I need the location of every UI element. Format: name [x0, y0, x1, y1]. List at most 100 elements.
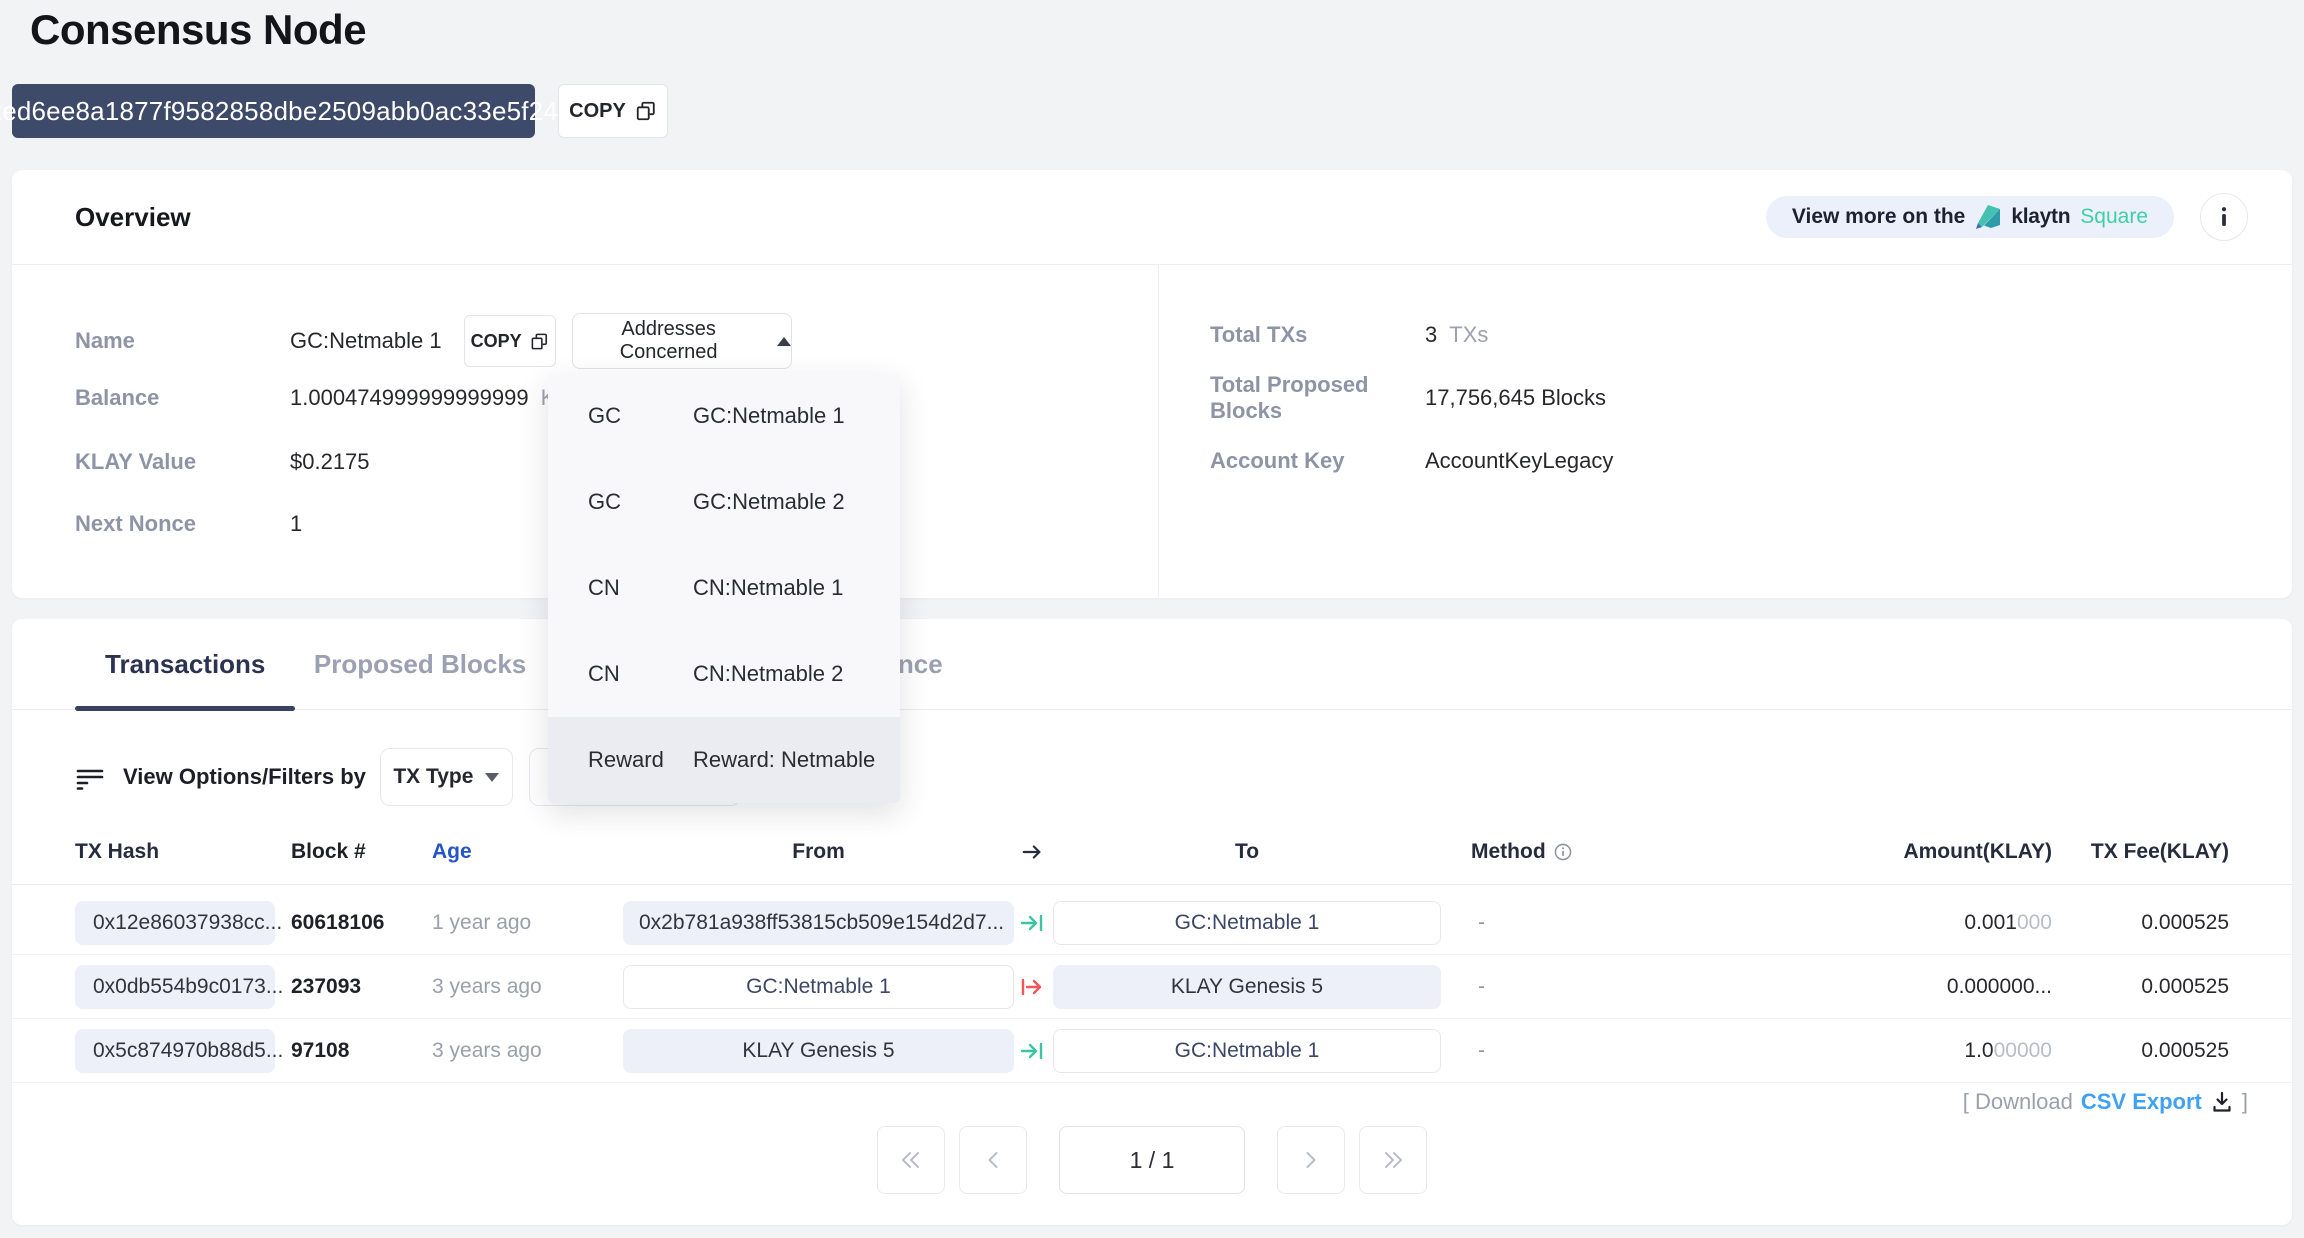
last-page-button[interactable]: [1359, 1126, 1427, 1194]
age-value: 3 years ago: [432, 1038, 542, 1062]
square-brand-text: Square: [2080, 205, 2148, 228]
dropdown-item-type: GC: [588, 403, 621, 428]
addresses-concerned-dropdown-button[interactable]: Addresses Concerned: [571, 313, 792, 369]
dropdown-item[interactable]: GC GC:Netmable 1: [548, 373, 900, 459]
tab-proposed-blocks-label: Proposed Blocks: [313, 649, 527, 679]
amount-value: 1.0 00000: [1681, 1039, 2052, 1063]
block-number-link[interactable]: 97108: [291, 1038, 350, 1062]
from-address-link[interactable]: KLAY Genesis 5: [623, 1028, 1014, 1073]
double-chevron-left-icon: [902, 1152, 919, 1168]
prev-page-button[interactable]: [959, 1126, 1027, 1194]
klaytn-brand-text: klaytn: [2011, 205, 2071, 228]
info-icon: [2221, 207, 2227, 226]
header-method: Method: [1441, 840, 1681, 864]
header-direction: [1014, 841, 1049, 863]
balance-label: Balance: [75, 385, 160, 410]
direction-in-icon: [1020, 914, 1042, 931]
filter-title: View Options/Filters by: [123, 764, 366, 789]
tx-hash-link[interactable]: 0x12e86037938cc...: [75, 900, 282, 945]
csv-suffix: ]: [2241, 1089, 2248, 1114]
dropdown-item[interactable]: CN CN:Netmable 1: [548, 545, 900, 631]
name-label: Name: [75, 328, 135, 353]
field-balance: Balance 1.000474999999999999 KLAY: [75, 383, 595, 413]
field-name: Name GC:Netmable 1 COPY Addresses Concer…: [75, 311, 792, 371]
tab-proposed-blocks[interactable]: Proposed Blocks: [314, 619, 526, 710]
tab-transactions[interactable]: Transactions: [75, 619, 296, 711]
dropdown-item[interactable]: GC GC:Netmable 2: [548, 459, 900, 545]
balance-value: 1.000474999999999999: [290, 385, 529, 410]
field-klay-value: KLAY Value $0.2175: [75, 447, 370, 477]
field-total-proposed-blocks: Total Proposed Blocks 17,756,645 Blocks: [1210, 372, 1607, 423]
dropdown-item-name: CN:Netmable 1: [693, 575, 844, 600]
from-address-link[interactable]: GC:Netmable 1: [623, 964, 1014, 1009]
copy-address-button[interactable]: COPY: [558, 84, 668, 138]
account-key-label: Account Key: [1210, 448, 1345, 473]
from-address-link[interactable]: 0x2b781a938ff53815cb509e154d2d7...: [623, 900, 1014, 945]
age-value: 3 years ago: [432, 974, 542, 998]
arrow-right-icon: [1022, 844, 1040, 859]
node-address: 0xed6ee8a1877f9582858dbe2509abb0ac33e5f2…: [0, 95, 573, 126]
fee-value: 0.000525: [2141, 1038, 2229, 1062]
amount-main: 0.001: [1964, 910, 2017, 934]
field-next-nonce: Next Nonce 1: [75, 509, 302, 539]
amount-main: 1.0: [1964, 1038, 1994, 1062]
copy-name-button[interactable]: COPY: [463, 315, 556, 367]
dropdown-item-name: Reward: Netmable: [693, 747, 876, 772]
csv-export-row: [ Download CSV Export ]: [1963, 1089, 2248, 1115]
direction-cell: [1014, 975, 1049, 999]
header-age[interactable]: Age: [432, 839, 472, 863]
direction-cell: [1014, 911, 1049, 935]
to-address-link[interactable]: GC:Netmable 1: [1053, 900, 1441, 945]
account-key-value: AccountKeyLegacy: [1425, 448, 1614, 473]
dropdown-item-type: GC: [588, 489, 621, 514]
tx-hash-link[interactable]: 0x5c874970b88d5...: [75, 1028, 283, 1073]
table-row: 0x0db554b9c0173... 237093 3 years ago GC…: [12, 955, 2292, 1019]
info-button[interactable]: [2200, 193, 2248, 241]
method-info-icon: [1554, 843, 1571, 860]
direction-cell: [1014, 1039, 1049, 1063]
direction-out-icon: [1021, 978, 1041, 995]
overview-title: Overview: [75, 201, 191, 232]
dropdown-item-type: CN: [588, 661, 620, 686]
total-txs-label: Total TXs: [1210, 322, 1308, 347]
dropdown-item-name: GC:Netmable 2: [693, 489, 845, 514]
overview-header: Overview View more on the klaytn Square: [12, 170, 2292, 265]
dropdown-item[interactable]: Reward Reward: Netmable: [548, 717, 900, 803]
chevron-left-icon: [988, 1152, 998, 1168]
to-address-link[interactable]: KLAY Genesis 5: [1053, 964, 1441, 1009]
klaytn-logo-icon: [1976, 205, 2001, 229]
header-to: To: [1234, 839, 1260, 863]
addresses-concerned-dropdown-menu: GC GC:Netmable 1 GC GC:Netmable 2 CN CN:…: [548, 373, 900, 803]
copy-icon: [636, 101, 655, 121]
tx-type-filter-button[interactable]: TX Type: [379, 748, 513, 806]
direction-in-icon: [1020, 1042, 1042, 1059]
addresses-concerned-label: Addresses Concerned: [619, 318, 718, 363]
block-number-link[interactable]: 60618106: [291, 910, 385, 934]
tx-hash-link[interactable]: 0x0db554b9c0173...: [75, 964, 283, 1009]
csv-export-link[interactable]: CSV Export: [2080, 1089, 2202, 1114]
to-address-link[interactable]: GC:Netmable 1: [1053, 1028, 1441, 1073]
total-proposed-blocks-value: 17,756,645 Blocks: [1425, 385, 1607, 410]
view-more-klaytn-square-button[interactable]: View more on the klaytn Square: [1765, 196, 2174, 238]
overview-body: Name GC:Netmable 1 COPY Addresses Concer…: [12, 265, 2292, 597]
dropdown-item-type: Reward: [588, 747, 664, 772]
dropdown-item[interactable]: CN CN:Netmable 2: [548, 631, 900, 717]
pagination: 1 / 1: [12, 1126, 2292, 1194]
total-txs-unit: TXs: [1449, 322, 1489, 347]
node-address-pill: 0xed6ee8a1877f9582858dbe2509abb0ac33e5f2…: [0, 84, 572, 138]
header-amount: Amount(KLAY): [1903, 839, 2052, 863]
block-number-link[interactable]: 237093: [291, 974, 362, 998]
chevron-down-icon: [485, 772, 500, 782]
tx-type-label: TX Type: [393, 765, 474, 788]
page-title: Consensus Node: [30, 6, 367, 53]
transactions-card: Transactions Proposed Blocks Balance Vie…: [12, 619, 2292, 1225]
copy-icon: [531, 333, 547, 349]
dropdown-item-name: GC:Netmable 1: [693, 403, 845, 428]
amount-main: 0.000000...: [1946, 974, 2052, 998]
header-tx-hash: TX Hash: [75, 839, 160, 863]
next-nonce-label: Next Nonce: [75, 511, 197, 536]
copy-name-label: COPY: [470, 330, 522, 351]
next-page-button[interactable]: [1277, 1126, 1345, 1194]
dropdown-item-type: CN: [588, 575, 620, 600]
first-page-button[interactable]: [877, 1126, 945, 1194]
